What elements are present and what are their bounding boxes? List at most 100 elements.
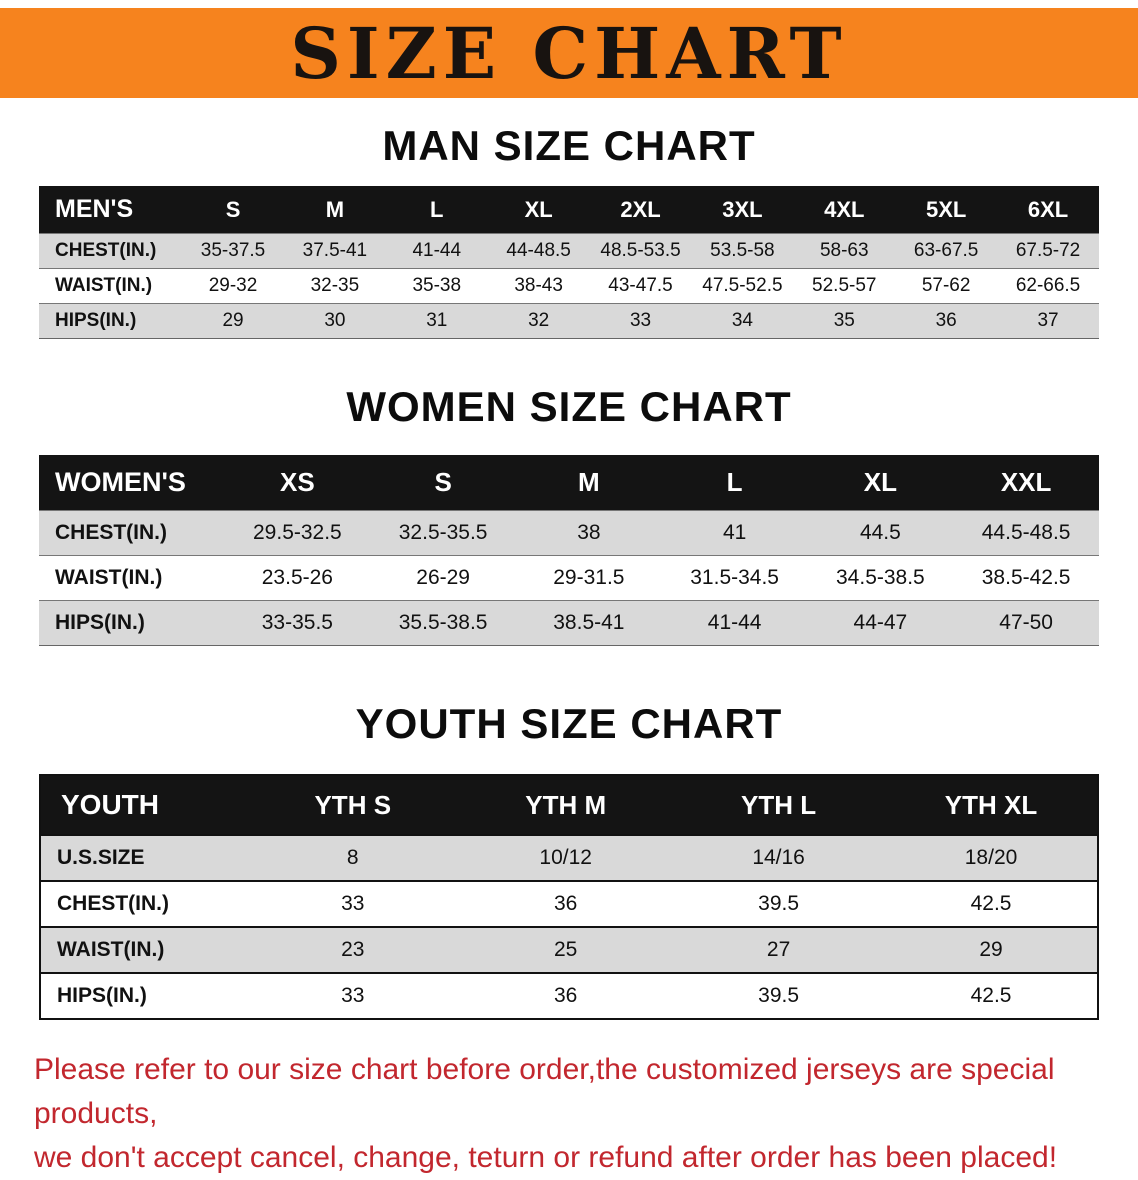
- size-value-cell: 32: [487, 303, 590, 339]
- size-column-header: 3XL: [691, 186, 794, 234]
- size-value-cell: 62-66.5: [997, 268, 1099, 304]
- table-title-cell: WOMEN'S: [39, 455, 225, 511]
- size-value-cell: 44-48.5: [487, 233, 590, 269]
- size-value-cell: 27: [672, 926, 886, 973]
- size-value-cell: 41: [661, 510, 808, 556]
- size-value-cell: 38-43: [487, 268, 590, 304]
- measurement-row: U.S.SIZE 8 10/12 14/16 18/20: [40, 834, 1098, 881]
- size-value-cell: 41-44: [661, 600, 808, 646]
- size-column-header: XXL: [953, 455, 1099, 511]
- table-title-cell: YOUTH: [40, 775, 247, 835]
- size-column-header: XS: [224, 455, 371, 511]
- size-value-cell: 36: [895, 303, 998, 339]
- size-value-cell: 47-50: [953, 600, 1099, 646]
- size-value-cell: 33-35.5: [224, 600, 371, 646]
- size-column-header: 4XL: [793, 186, 896, 234]
- row-label: CHEST(IN.): [39, 233, 183, 269]
- size-value-cell: 38.5-42.5: [953, 555, 1099, 601]
- size-value-cell: 8: [246, 834, 460, 881]
- measurement-row: HIPS(IN.) 29 30 31 32 33 34 35 36 37: [39, 303, 1099, 339]
- men-size-section: MAN SIZE CHART MEN'S S M L XL 2XL 3XL 4XL 5XL 6XL…: [0, 122, 1138, 339]
- size-value-cell: 57-62: [895, 268, 998, 304]
- size-value-cell: 47.5-52.5: [691, 268, 794, 304]
- measurement-row: HIPS(IN.) 33-35.5 35.5-38.5 38.5-41 41-44 44-…: [39, 600, 1099, 646]
- size-column-header: YTH M: [459, 775, 673, 835]
- size-value-cell: 33: [246, 972, 460, 1019]
- size-value-cell: 35-37.5: [182, 233, 284, 269]
- size-value-cell: 30: [283, 303, 386, 339]
- men-size-table: MEN'S S M L XL 2XL 3XL 4XL 5XL 6XL CHEST(IN.) 35-37…: [39, 186, 1099, 339]
- row-label: HIPS(IN.): [39, 600, 225, 646]
- size-value-cell: 18/20: [885, 834, 1098, 881]
- size-value-cell: 63-67.5: [895, 233, 998, 269]
- size-value-cell: 35-38: [385, 268, 488, 304]
- size-value-cell: 37: [997, 303, 1099, 339]
- measurement-row: WAIST(IN.) 23.5-26 26-29 29-31.5 31.5-34.5 34…: [39, 555, 1099, 601]
- row-label: CHEST(IN.): [39, 510, 225, 556]
- size-value-cell: 37.5-41: [283, 233, 386, 269]
- size-value-cell: 38.5-41: [516, 600, 662, 646]
- size-value-cell: 33: [246, 880, 460, 927]
- row-label: HIPS(IN.): [40, 972, 247, 1019]
- size-value-cell: 29: [885, 926, 1098, 973]
- size-value-cell: 39.5: [672, 972, 886, 1019]
- size-column-header: YTH XL: [885, 775, 1098, 835]
- women-size-chart-heading: WOMEN SIZE CHART: [346, 383, 792, 430]
- size-column-header: XL: [487, 186, 590, 234]
- size-column-header: YTH L: [672, 775, 886, 835]
- size-value-cell: 44.5-48.5: [953, 510, 1099, 556]
- size-column-header: YTH S: [246, 775, 460, 835]
- size-value-cell: 29.5-32.5: [224, 510, 371, 556]
- youth-size-chart-heading: YOUTH SIZE CHART: [355, 700, 783, 747]
- size-value-cell: 43-47.5: [589, 268, 692, 304]
- size-column-header: S: [182, 186, 284, 234]
- size-value-cell: 36: [459, 880, 673, 927]
- size-value-cell: 32.5-35.5: [370, 510, 516, 556]
- size-column-header: 2XL: [589, 186, 692, 234]
- size-value-cell: 23.5-26: [224, 555, 371, 601]
- size-value-cell: 52.5-57: [793, 268, 896, 304]
- disclaimer-line-2: we don't accept cancel, change, teturn o…: [34, 1141, 1058, 1174]
- size-value-cell: 31: [385, 303, 488, 339]
- men-size-chart-heading: MAN SIZE CHART: [382, 122, 756, 169]
- size-column-header: 6XL: [997, 186, 1099, 234]
- measurement-row: CHEST(IN.) 33 36 39.5 42.5: [40, 880, 1098, 927]
- header-row: WOMEN'S XS S M L XL XXL: [39, 455, 1099, 511]
- disclaimer-line-1: Please refer to our size chart before or…: [34, 1053, 1055, 1130]
- size-chart-page: SIZE CHART MAN SIZE CHART MEN'S S M L XL 2XL 3…: [0, 8, 1138, 1180]
- size-value-cell: 31.5-34.5: [661, 555, 808, 601]
- size-value-cell: 32-35: [283, 268, 386, 304]
- size-column-header: M: [283, 186, 386, 234]
- size-value-cell: 44.5: [807, 510, 954, 556]
- measurement-row: WAIST(IN.) 23 25 27 29: [40, 926, 1098, 973]
- measurement-row: HIPS(IN.) 33 36 39.5 42.5: [40, 972, 1098, 1019]
- size-value-cell: 48.5-53.5: [589, 233, 692, 269]
- size-value-cell: 29-31.5: [516, 555, 662, 601]
- disclaimer: Please refer to our size chart before or…: [34, 1048, 1104, 1180]
- size-value-cell: 25: [459, 926, 673, 973]
- size-column-header: L: [661, 455, 808, 511]
- size-value-cell: 58-63: [793, 233, 896, 269]
- row-label: WAIST(IN.): [39, 555, 225, 601]
- size-value-cell: 36: [459, 972, 673, 1019]
- row-label: U.S.SIZE: [40, 834, 247, 881]
- size-value-cell: 34.5-38.5: [807, 555, 954, 601]
- youth-size-section: YOUTH SIZE CHART YOUTH YTH S YTH M YTH L YTH…: [0, 700, 1138, 1020]
- size-value-cell: 38: [516, 510, 662, 556]
- size-value-cell: 42.5: [885, 972, 1098, 1019]
- size-column-header: L: [385, 186, 488, 234]
- size-value-cell: 39.5: [672, 880, 886, 927]
- size-value-cell: 29: [182, 303, 284, 339]
- size-value-cell: 67.5-72: [997, 233, 1099, 269]
- size-value-cell: 35.5-38.5: [370, 600, 516, 646]
- size-value-cell: 33: [589, 303, 692, 339]
- size-value-cell: 23: [246, 926, 460, 973]
- size-column-header: 5XL: [895, 186, 998, 234]
- row-label: WAIST(IN.): [39, 268, 183, 304]
- row-label: CHEST(IN.): [40, 880, 247, 927]
- size-value-cell: 14/16: [672, 834, 886, 881]
- women-size-table: WOMEN'S XS S M L XL XXL CHEST(IN.) 29.5-32.5 32.5…: [39, 455, 1099, 646]
- size-column-header: S: [370, 455, 516, 511]
- size-value-cell: 29-32: [182, 268, 284, 304]
- youth-size-table: YOUTH YTH S YTH M YTH L YTH XL U.S.SIZE 8 10/12…: [39, 774, 1099, 1020]
